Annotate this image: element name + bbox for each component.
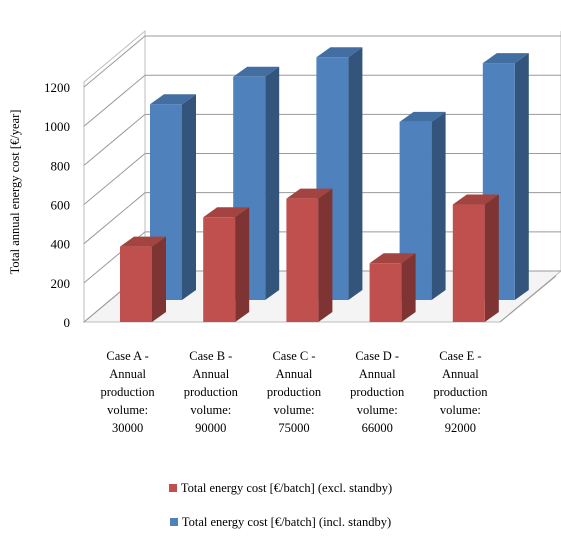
legend-item-incl: Total energy cost [€/batch] (incl. stand… [0,515,561,530]
bar-front [203,217,236,322]
gridline-diag-1200 [83,35,146,88]
bar-top [150,94,196,105]
category-label-line: production [184,385,239,399]
x-axis-categories: Case A -Annual production volume: 30000Case… [101,349,489,435]
y-tick-label: 600 [51,198,71,213]
y-tick-label: 800 [51,158,71,173]
category-label-line: Case A - [106,349,148,363]
category-label-line: Annual [109,367,146,381]
legend-swatch-excl [168,484,177,492]
category-label-line: volume: [107,403,148,417]
bar-top [369,253,416,264]
legend-label-excl: Total energy cost [€/batch] (excl. stand… [180,481,393,495]
bar-excl-3 [369,253,416,322]
legend-label-incl: Total energy cost [€/batch] (incl. stand… [181,515,392,529]
bar-top [286,188,333,199]
category-label-line: 66000 [362,421,393,435]
bar-side [182,94,196,300]
category-label-line: volume: [440,403,481,417]
category-label-line: Case B - [189,349,232,363]
y-axis-label: Total annual energy cost [€/year] [8,110,22,275]
category-label-line: production [267,385,322,399]
bar-excl-0 [120,236,166,322]
bar-top [452,194,499,205]
category-label: Case D - Annual production volume: 66000 [350,349,405,435]
category-label: Case B - Annual production volume: 90000 [184,349,239,435]
bar-top [482,53,529,64]
category-label: Case A - Annual production volume: 30000 [101,349,156,435]
category-label: Case E - Annual production volume: 92000 [433,349,488,435]
category-label: Case C - Annual production volume: 75000 [267,349,322,435]
bar-side [484,194,499,322]
bar-top [120,236,166,247]
bar-excl-2 [286,188,333,322]
category-label-line: Case E - [439,349,481,363]
bar-top [316,47,363,58]
legend-swatch-incl [169,518,178,526]
bars [120,47,529,322]
category-label-line: 30000 [112,421,143,435]
y-tick-label: 200 [51,276,71,291]
category-label-line: Case D - [355,349,399,363]
bar-excl-1 [203,207,250,322]
category-label-line: production [350,385,405,399]
bar-top [399,111,446,122]
category-label-line: production [433,385,488,399]
category-label-line: volume: [190,403,231,417]
bar-front [452,204,485,322]
category-label-line: 75000 [278,421,309,435]
bar-front [369,263,402,322]
bar-excl-4 [452,194,499,322]
category-label-line: Annual [442,367,479,381]
category-label-line: Annual [359,367,396,381]
bar-side [514,53,529,300]
y-tick-label: 400 [51,237,71,252]
bar-top [203,207,250,218]
gridline-diag-600 [83,153,146,205]
category-label-line: production [101,385,156,399]
y-tick-label: 1200 [44,80,70,95]
bar-side [265,66,280,301]
category-label-line: volume: [274,403,315,417]
category-label-line: volume: [357,403,398,417]
category-label-line: Annual [192,367,229,381]
y-tick-label: 0 [64,315,71,330]
y-axis-ticks: 0 200 400 600 800 1000 1200 [44,80,70,330]
bar-top [233,66,280,77]
bar-side [152,236,166,322]
floor-edge-right [499,275,557,323]
legend-item-excl: Total energy cost [€/batch] (excl. stand… [0,481,561,496]
y-tick-label: 1000 [44,119,70,134]
bar-side [318,188,333,322]
bar-front [286,198,319,322]
gridline-diag-1000 [83,74,146,127]
category-label-line: Annual [276,367,313,381]
bar-side [431,111,446,301]
category-label-line: 90000 [195,421,226,435]
category-label-line: 92000 [445,421,476,435]
bar-side [348,47,363,300]
bar-front [120,246,152,322]
category-label-line: Case C - [272,349,315,363]
gridline-diag-800 [83,113,146,166]
bar-side [401,253,416,322]
gridline-diag-400 [83,192,146,245]
bar-side [235,207,250,322]
